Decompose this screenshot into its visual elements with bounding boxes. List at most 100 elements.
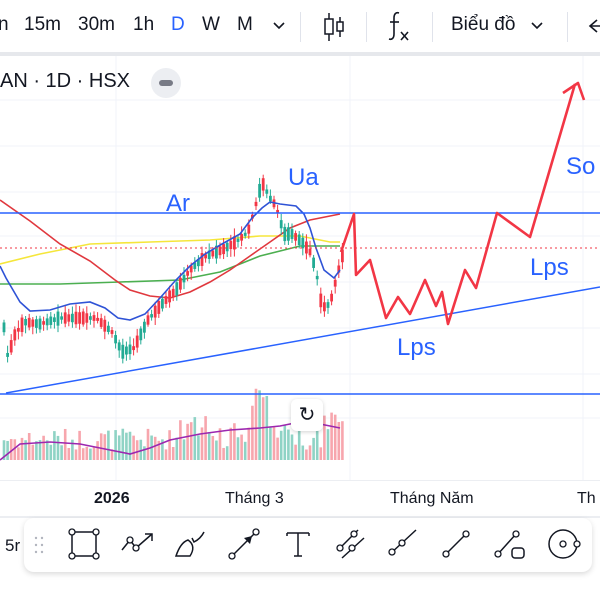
layout-menu-button[interactable]: Biểu đồ bbox=[451, 14, 516, 35]
volume-bar bbox=[42, 435, 45, 460]
volume-bar bbox=[312, 437, 315, 460]
chevron-down-icon[interactable] bbox=[273, 22, 285, 30]
symbol-legend[interactable]: AN · 1D · HSX bbox=[0, 70, 131, 92]
volume-bar bbox=[6, 440, 9, 460]
candles-icon[interactable] bbox=[322, 12, 346, 42]
price-chart[interactable]: Ar Ua So Lps Lps bbox=[0, 56, 600, 480]
annotation-ar[interactable]: Ar bbox=[166, 190, 190, 217]
volume-bar bbox=[99, 433, 103, 460]
annotation-sos[interactable]: So bbox=[566, 153, 595, 180]
trend-line[interactable] bbox=[5, 286, 600, 394]
volume-bar bbox=[157, 440, 161, 460]
volume-bar bbox=[78, 430, 81, 460]
candle-body bbox=[341, 249, 344, 263]
volume-bar bbox=[247, 427, 251, 460]
volume-bar bbox=[269, 426, 272, 460]
volume-bar bbox=[179, 420, 182, 460]
volume-bar bbox=[103, 434, 107, 460]
candle-body bbox=[312, 257, 315, 268]
candle-body bbox=[67, 314, 71, 322]
annotation-lps-upper[interactable]: Lps bbox=[530, 254, 569, 281]
candle-body bbox=[323, 302, 326, 312]
candle-body bbox=[78, 312, 81, 324]
candle-body bbox=[211, 250, 215, 257]
volume-bar bbox=[215, 440, 218, 460]
candle-body bbox=[297, 234, 301, 245]
volume-bar bbox=[200, 427, 204, 460]
volume-bar bbox=[175, 437, 179, 460]
collapse-legend-button[interactable] bbox=[151, 68, 181, 98]
timeframe-button-d[interactable]: D bbox=[171, 14, 185, 35]
volume-bar bbox=[326, 429, 330, 460]
candle-body bbox=[182, 274, 186, 283]
volume-bar bbox=[186, 423, 189, 460]
volume-bar bbox=[287, 429, 290, 460]
candle-body bbox=[81, 311, 85, 325]
volume-bar bbox=[189, 422, 193, 460]
time-label: Tháng 3 bbox=[225, 490, 284, 507]
path-tool-icon[interactable] bbox=[120, 526, 156, 562]
candle-body bbox=[308, 248, 312, 256]
volume-bar bbox=[74, 449, 78, 460]
volume-bar bbox=[143, 446, 146, 460]
candle-body bbox=[240, 234, 243, 241]
brush-tool-icon[interactable] bbox=[172, 526, 208, 562]
arrow-tool-icon[interactable] bbox=[226, 526, 262, 562]
candle-body bbox=[110, 330, 114, 334]
interval-label[interactable]: 5r bbox=[5, 536, 21, 555]
volume-bar bbox=[107, 430, 110, 460]
candle-body bbox=[13, 329, 17, 341]
volume-bar bbox=[125, 432, 128, 460]
arrow-left-icon[interactable] bbox=[588, 18, 600, 34]
candle-body bbox=[197, 259, 200, 267]
timeframe-button-1h[interactable]: 1h bbox=[133, 14, 155, 35]
annotation-ua[interactable]: Ua bbox=[288, 164, 319, 191]
timeframe-button-partial[interactable]: n bbox=[0, 14, 9, 35]
candle-body bbox=[326, 302, 330, 308]
volume-bar bbox=[207, 432, 211, 460]
parallel-channel-tool-icon[interactable] bbox=[332, 526, 368, 562]
rectangle-tool-icon[interactable] bbox=[66, 526, 102, 562]
candle-body bbox=[283, 226, 287, 242]
fx-icon[interactable] bbox=[386, 10, 412, 44]
volume-bar bbox=[276, 437, 279, 460]
candle-body bbox=[243, 232, 247, 236]
text-tool-icon[interactable] bbox=[280, 526, 316, 562]
volume-bar bbox=[222, 447, 225, 460]
drag-handle-icon[interactable] bbox=[34, 536, 44, 554]
rotate-icon: ↻ bbox=[298, 404, 316, 426]
volume-bar bbox=[251, 405, 254, 460]
candle-body bbox=[175, 282, 179, 296]
ma-blue-line bbox=[0, 201, 341, 321]
volume-bar bbox=[297, 424, 301, 460]
candle-body bbox=[114, 335, 117, 344]
top-toolbar: n 15m 30m 1h D W M Biểu đồ bbox=[0, 0, 600, 56]
volume-bar bbox=[168, 430, 171, 460]
timeframe-button-w[interactable]: W bbox=[202, 14, 220, 35]
volume-bar bbox=[254, 388, 258, 460]
candle-body bbox=[38, 318, 42, 330]
forecast-path[interactable] bbox=[339, 83, 577, 326]
chevron-down-icon[interactable] bbox=[531, 22, 543, 30]
candle-body bbox=[132, 346, 135, 351]
volume-bar bbox=[35, 441, 38, 460]
volume-bar bbox=[261, 397, 265, 460]
timeframe-button-m[interactable]: M bbox=[237, 14, 253, 35]
candle-body bbox=[247, 224, 251, 234]
annotation-lps-lower[interactable]: Lps bbox=[397, 334, 436, 361]
timeframe-button-30m[interactable]: 30m bbox=[78, 14, 115, 35]
trend-line-tool-icon[interactable] bbox=[438, 526, 474, 562]
time-axis[interactable]: 2026 Tháng 3 Tháng Năm Th bbox=[0, 480, 600, 517]
candle-body bbox=[92, 315, 96, 321]
ma-green-line bbox=[0, 245, 340, 285]
candle-body bbox=[200, 253, 204, 266]
timeframe-button-15m[interactable]: 15m bbox=[24, 14, 61, 35]
candle-body bbox=[287, 227, 290, 241]
price-range-tool-icon[interactable] bbox=[492, 526, 528, 562]
toolbar-divider bbox=[366, 12, 367, 42]
reset-chart-button[interactable]: ↻ bbox=[291, 399, 323, 431]
volume-bar bbox=[283, 425, 287, 460]
candle-body bbox=[60, 316, 63, 320]
circle-tool-icon[interactable] bbox=[546, 526, 582, 562]
ray-tool-icon[interactable] bbox=[384, 526, 420, 562]
